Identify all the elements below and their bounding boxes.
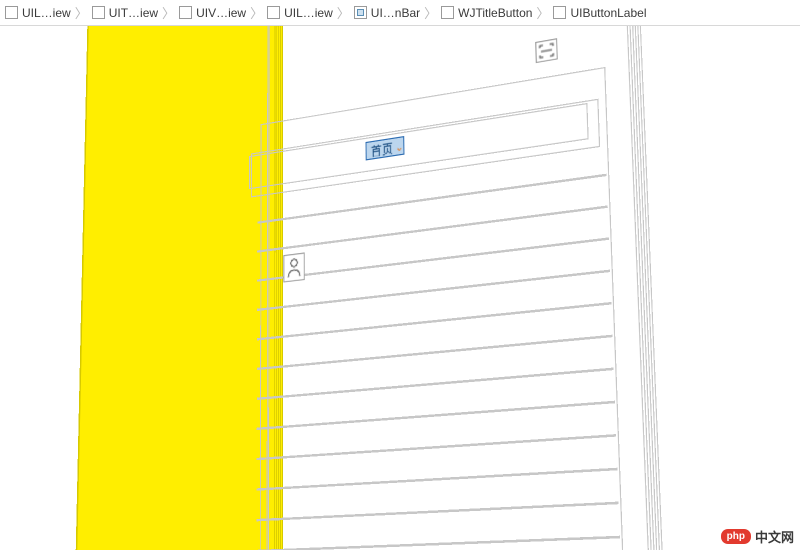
scan-button[interactable] — [535, 38, 558, 63]
breadcrumb: UIL…iew〉UIT…iew〉UIV…iew〉UIL…iew〉UI…nBar〉… — [0, 0, 800, 26]
breadcrumb-item[interactable]: UIButtonLabel — [550, 6, 649, 20]
chevron-right-icon: 〉 — [423, 3, 438, 22]
breadcrumb-item[interactable]: UIL…iew — [264, 6, 336, 20]
breadcrumb-item[interactable]: UI…nBar — [351, 6, 423, 20]
breadcrumb-label: WJTitleButton — [458, 6, 532, 20]
view-type-icon — [5, 6, 18, 19]
close-icon[interactable]: ⌄ — [395, 140, 404, 154]
breadcrumb-label: UIL…iew — [284, 6, 333, 20]
view-debug-stage[interactable]: 首页⌄ — [0, 26, 800, 550]
breadcrumb-item[interactable]: UIV…iew — [176, 6, 249, 20]
breadcrumb-label: UIButtonLabel — [570, 6, 646, 20]
chevron-right-icon: 〉 — [74, 3, 89, 22]
view-type-icon — [267, 6, 280, 19]
view-type-icon — [179, 6, 192, 19]
breadcrumb-label: UI…nBar — [371, 6, 420, 20]
site-watermark: php 中文网 — [721, 527, 794, 546]
person-icon — [286, 256, 302, 279]
view-type-icon — [354, 6, 367, 19]
breadcrumb-label: UIL…iew — [22, 6, 71, 20]
logo-text: 中文网 — [755, 527, 794, 546]
chevron-right-icon: 〉 — [535, 3, 550, 22]
breadcrumb-item[interactable]: WJTitleButton — [438, 6, 535, 20]
view-type-icon — [92, 6, 105, 19]
chevron-right-icon: 〉 — [336, 3, 351, 22]
breadcrumb-label: UIV…iew — [196, 6, 246, 20]
view-type-icon — [441, 6, 454, 19]
breadcrumb-label: UIT…iew — [109, 6, 158, 20]
breadcrumb-item[interactable]: UIT…iew — [89, 6, 161, 20]
tabbar-layer[interactable] — [73, 26, 276, 550]
logo-badge: php — [721, 529, 751, 544]
user-avatar[interactable] — [283, 252, 304, 282]
view-type-icon — [553, 6, 566, 19]
chevron-right-icon: 〉 — [161, 3, 176, 22]
scan-icon — [539, 42, 555, 59]
chevron-right-icon: 〉 — [249, 3, 264, 22]
breadcrumb-item[interactable]: UIL…iew — [2, 6, 74, 20]
